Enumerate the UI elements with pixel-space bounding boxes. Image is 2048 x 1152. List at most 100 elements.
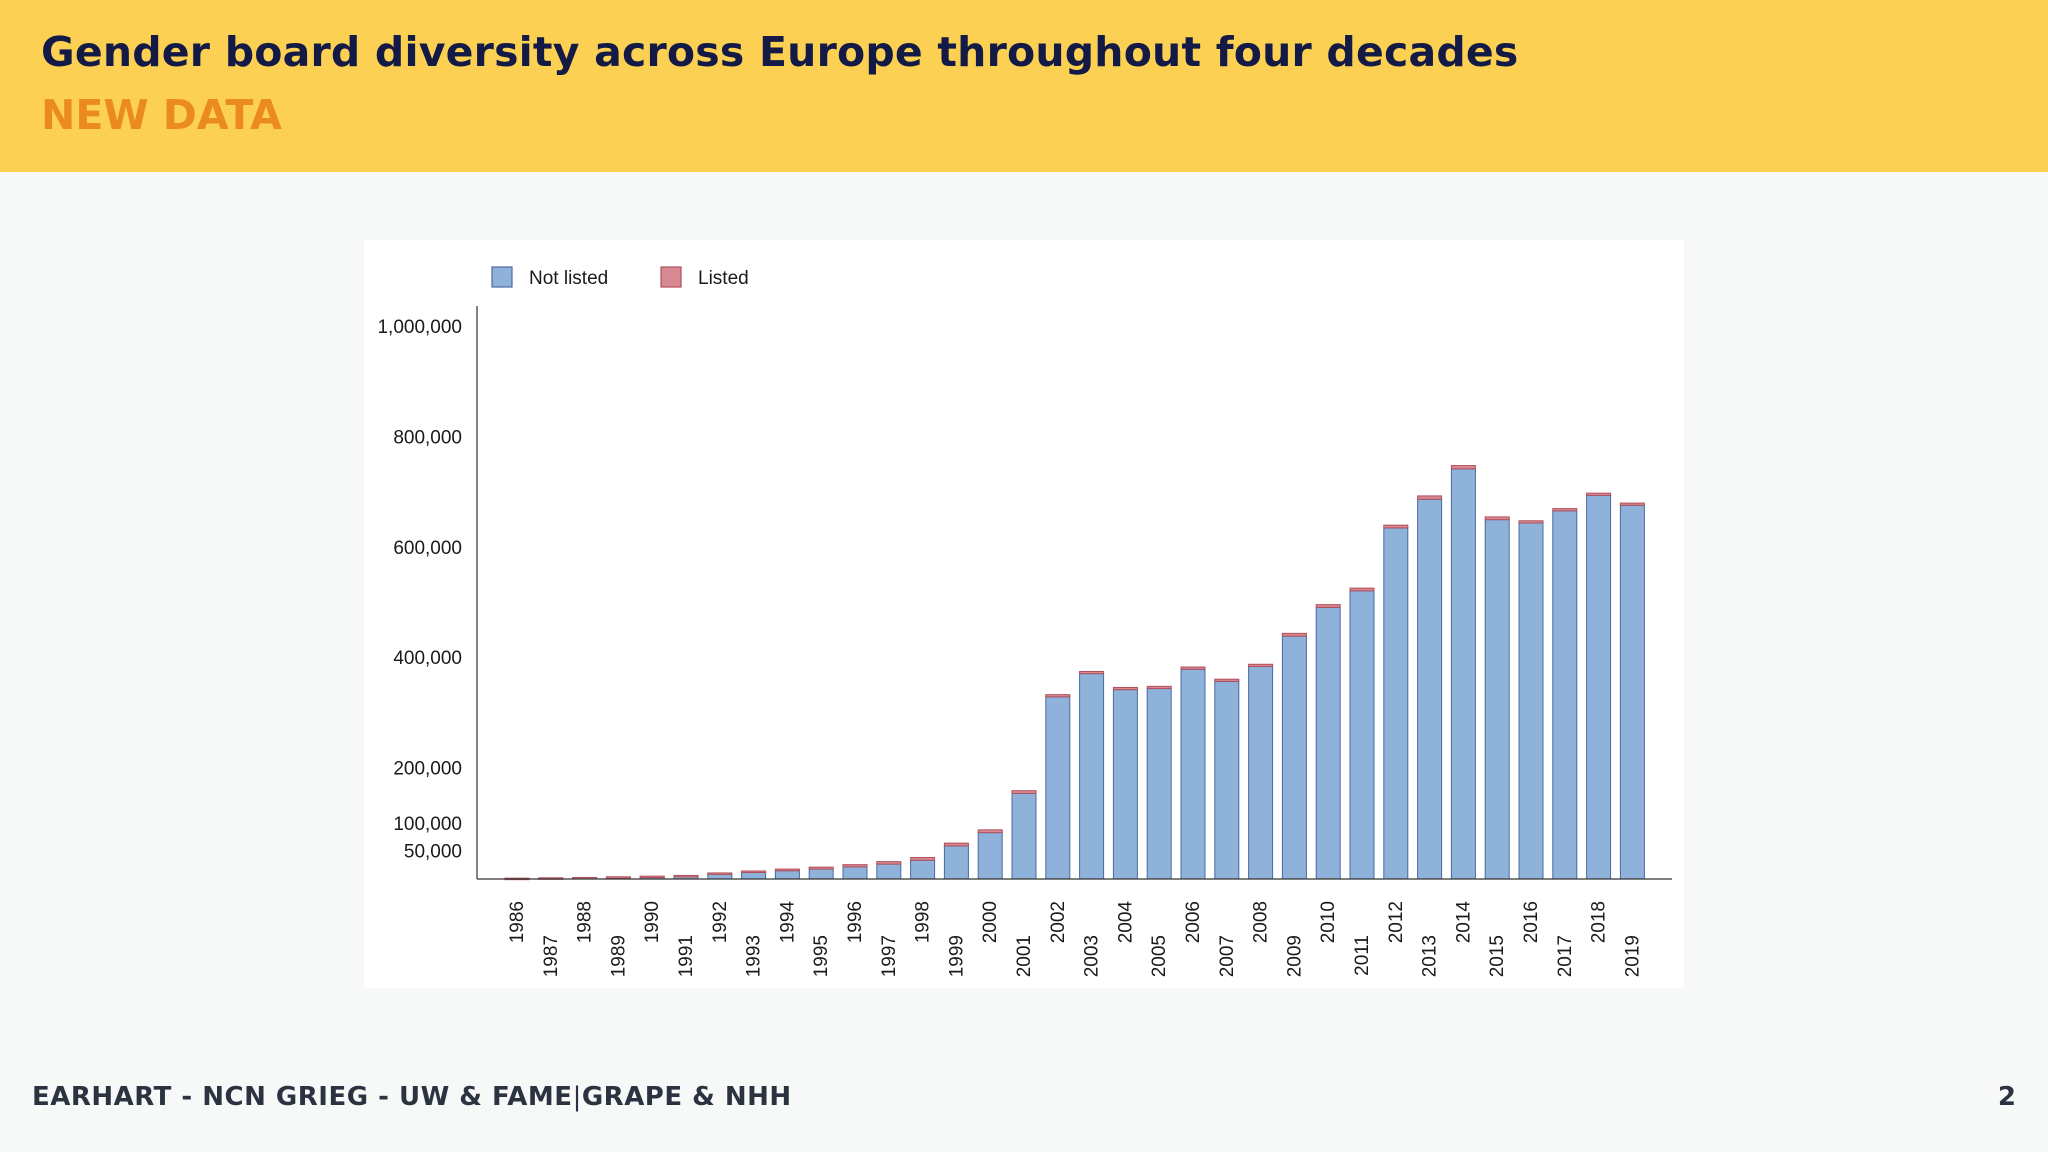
x-tick-label: 1997 [879, 935, 900, 977]
bar-not-listed-1996 [842, 866, 868, 880]
x-tick-label: 2011 [1352, 935, 1373, 976]
bar-listed-2004 [1112, 686, 1138, 691]
x-tick-label: 1991 [676, 935, 697, 977]
x-tick-label: 2014 [1453, 901, 1474, 944]
x-tick-label: 2017 [1555, 935, 1576, 977]
page-number: 2 [1997, 1082, 2016, 1112]
bar-listed-1998 [910, 856, 936, 861]
bar-listed-2019 [1619, 502, 1645, 506]
bar-listed-2011 [1349, 587, 1375, 592]
bar-chart: Not listed Listed 50,000 100,000 200,000 400… [377, 266, 1672, 977]
bar-not-listed-2017 [1552, 510, 1578, 880]
x-tick-label: 1998 [913, 901, 934, 943]
bar-not-listed-1995 [808, 868, 834, 880]
bar-not-listed-2000 [977, 832, 1003, 880]
x-tick-label: 1992 [710, 901, 731, 943]
bar-listed-2009 [1281, 632, 1307, 637]
bars-group [504, 465, 1645, 881]
x-tick-label: 2003 [1082, 935, 1103, 977]
x-tick-label: 2010 [1318, 901, 1339, 943]
x-tick-label: 1989 [608, 935, 629, 977]
bar-listed-1989 [605, 876, 631, 879]
bar-not-listed-2008 [1248, 665, 1274, 880]
bar-listed-1992 [707, 872, 733, 875]
bar-listed-2007 [1214, 678, 1240, 682]
x-tick-label: 1999 [946, 935, 967, 977]
x-tick-label: 2015 [1487, 935, 1508, 977]
x-tick-label: 1994 [777, 901, 798, 944]
bar-listed-2017 [1552, 508, 1578, 512]
x-tick-label: 2000 [980, 901, 1001, 943]
x-tick-label: 2009 [1284, 935, 1305, 977]
x-tick-label: 1995 [811, 935, 832, 977]
bar-not-listed-2006 [1180, 668, 1206, 880]
y-axis: 50,000 100,000 200,000 400,000 600,000 800,00… [377, 306, 478, 879]
x-tick-label: 2006 [1183, 901, 1204, 943]
x-tick-label: 2004 [1115, 901, 1136, 944]
bar-listed-1991 [673, 874, 699, 878]
bar-not-listed-2019 [1619, 504, 1645, 880]
y-tick-label: 100,000 [393, 814, 462, 835]
bar-not-listed-1998 [910, 859, 936, 880]
slide-title: Gender board diversity across Europe thr… [41, 28, 1519, 76]
bar-not-listed-2004 [1112, 689, 1138, 880]
x-tick-label: 2001 [1014, 935, 1035, 977]
bar-not-listed-2003 [1079, 673, 1105, 880]
bar-listed-1994 [774, 868, 800, 872]
x-tick-label: 2016 [1521, 901, 1542, 943]
bar-not-listed-2007 [1214, 680, 1240, 880]
bar-listed-2018 [1586, 492, 1612, 496]
legend-swatch-not-listed [491, 266, 513, 288]
x-tick-label: 1993 [744, 935, 765, 977]
bar-not-listed-2018 [1586, 494, 1612, 880]
x-tick-label: 2012 [1386, 901, 1407, 943]
bar-listed-1995 [808, 866, 834, 870]
y-tick-label: 600,000 [393, 538, 462, 559]
x-tick-label: 2008 [1251, 901, 1272, 943]
bar-listed-2013 [1417, 495, 1443, 500]
bar-not-listed-2010 [1315, 606, 1341, 880]
legend-label-not-listed: Not listed [529, 268, 608, 289]
x-tick-label: 2005 [1149, 935, 1170, 977]
footer-affiliation: GRAPE & NHH [581, 1082, 792, 1112]
bar-not-listed-2009 [1281, 635, 1307, 880]
bar-listed-2016 [1518, 520, 1544, 524]
x-tick-label: 1988 [575, 901, 596, 943]
legend-swatch-listed [660, 266, 682, 288]
bar-not-listed-1994 [774, 870, 800, 880]
bar-listed-2014 [1450, 465, 1476, 470]
x-tick-label: 1987 [541, 935, 562, 977]
bar-listed-2015 [1484, 516, 1510, 521]
bar-not-listed-2011 [1349, 590, 1375, 880]
bar-not-listed-2014 [1450, 468, 1476, 880]
footer-authors: EARHART - NCN GRIEG - UW & FAME [32, 1082, 573, 1112]
bar-listed-2008 [1248, 663, 1274, 667]
bar-not-listed-2015 [1484, 519, 1510, 880]
x-tick-label: 2013 [1420, 935, 1441, 977]
bar-not-listed-2005 [1146, 688, 1172, 880]
y-tick-label: 800,000 [393, 427, 462, 448]
bar-listed-2001 [1011, 790, 1037, 794]
x-tick-label: 1986 [507, 901, 528, 943]
x-tick-label: 1996 [845, 901, 866, 943]
bar-not-listed-1999 [943, 845, 969, 880]
slide-header: Gender board diversity across Europe thr… [0, 0, 2048, 172]
bar-listed-2002 [1045, 694, 1071, 698]
slide-footer: EARHART - NCN GRIEG - UW & FAME|GRAPE & … [32, 1082, 792, 1112]
bar-not-listed-2002 [1045, 696, 1071, 880]
bar-not-listed-2016 [1518, 522, 1544, 880]
legend-label-listed: Listed [698, 268, 749, 289]
bar-listed-2000 [977, 829, 1003, 834]
bar-listed-2010 [1315, 604, 1341, 608]
bar-listed-1997 [876, 861, 902, 865]
y-tick-label: 400,000 [393, 648, 462, 669]
footer-separator: | [572, 1082, 582, 1112]
bar-not-listed-2013 [1417, 498, 1443, 880]
chart-panel: Not listed Listed 50,000 100,000 200,000 400… [364, 240, 1684, 988]
bar-listed-2012 [1383, 524, 1409, 529]
bar-listed-1999 [943, 842, 969, 847]
x-tick-label: 1990 [642, 901, 663, 943]
bar-listed-2003 [1079, 670, 1105, 675]
bar-not-listed-2012 [1383, 527, 1409, 880]
y-tick-label: 200,000 [393, 759, 462, 780]
